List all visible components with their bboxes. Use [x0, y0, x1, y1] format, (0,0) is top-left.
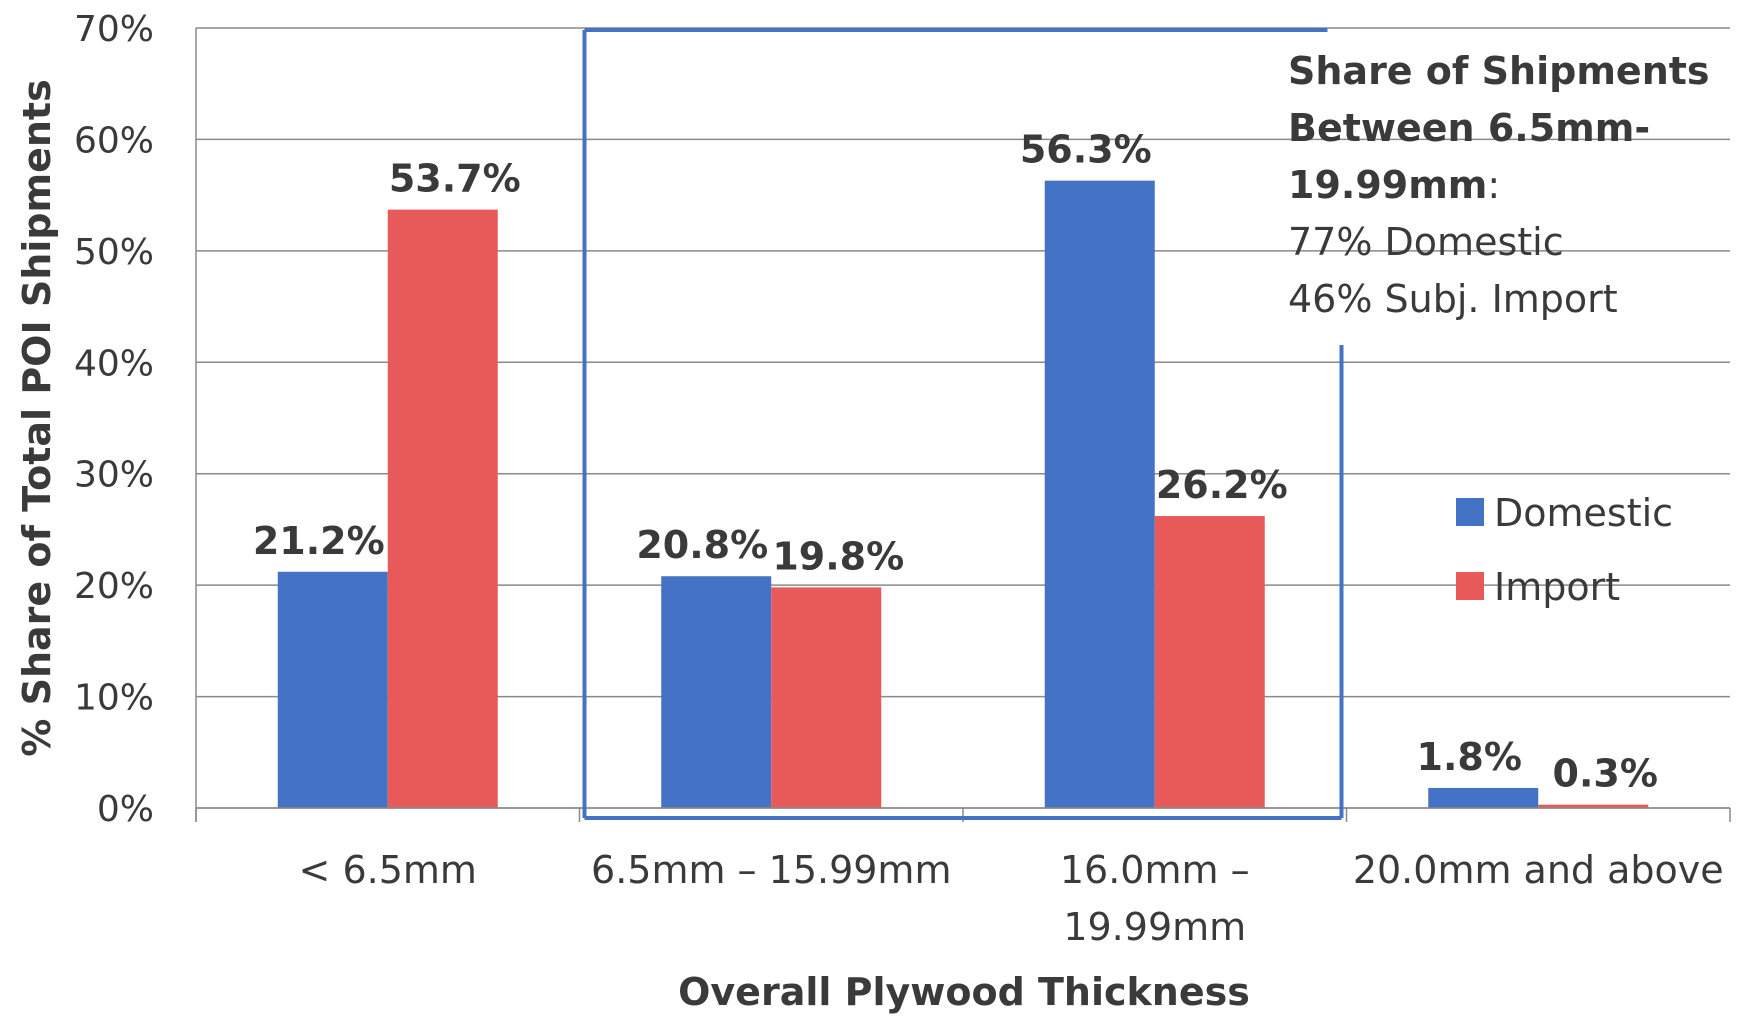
annotation-bold-line: Share of Shipments — [1288, 49, 1710, 93]
annotation-line: 46% Subj. Import — [1288, 277, 1618, 321]
bar-domestic-2 — [1044, 180, 1155, 808]
data-label: 1.8% — [1417, 735, 1522, 779]
annotation-colon: : — [1487, 163, 1500, 207]
y-tick-label: 70% — [74, 9, 154, 50]
data-label: 21.2% — [253, 519, 385, 563]
y-tick-label: 30% — [74, 455, 154, 496]
data-label: 53.7% — [389, 157, 521, 201]
bar-domestic-3 — [1428, 787, 1539, 808]
bar-import-3 — [1538, 804, 1649, 808]
bar-domestic-0 — [277, 571, 388, 808]
x-category-label: 19.99mm — [1063, 905, 1246, 949]
legend-label: Domestic — [1494, 491, 1673, 535]
y-tick-label: 20% — [74, 566, 154, 607]
bar-import-1 — [771, 587, 882, 808]
bar-domestic-1 — [661, 576, 772, 808]
y-axis-title: % Share of Total POI Shipments — [15, 79, 59, 756]
bar-import-0 — [387, 209, 498, 809]
y-tick-label: 60% — [74, 120, 154, 161]
y-tick-label: 10% — [74, 678, 154, 719]
x-category-label: 20.0mm and above — [1353, 848, 1724, 892]
annotation-bold-line: 19.99mm: — [1288, 163, 1500, 207]
x-axis-title: Overall Plywood Thickness — [678, 970, 1250, 1014]
x-category-label: < 6.5mm — [299, 848, 477, 892]
legend-swatch-domestic — [1456, 498, 1484, 526]
data-label: 26.2% — [1156, 463, 1288, 507]
y-tick-label: 40% — [74, 343, 154, 384]
y-tick-label: 50% — [74, 232, 154, 273]
data-label: 0.3% — [1553, 752, 1658, 796]
bar-import-2 — [1154, 516, 1265, 808]
legend-swatch-import — [1456, 572, 1484, 600]
y-tick-label: 0% — [97, 789, 154, 830]
legend-label: Import — [1494, 565, 1620, 609]
annotation-line: 77% Domestic — [1288, 220, 1564, 264]
annotation-bold-line: Between 6.5mm- — [1288, 106, 1650, 150]
x-category-label: 16.0mm – — [1060, 848, 1250, 892]
data-label: 56.3% — [1020, 128, 1152, 172]
data-label: 19.8% — [772, 534, 904, 578]
data-label: 20.8% — [636, 523, 768, 567]
x-category-label: 6.5mm – 15.99mm — [591, 848, 951, 892]
